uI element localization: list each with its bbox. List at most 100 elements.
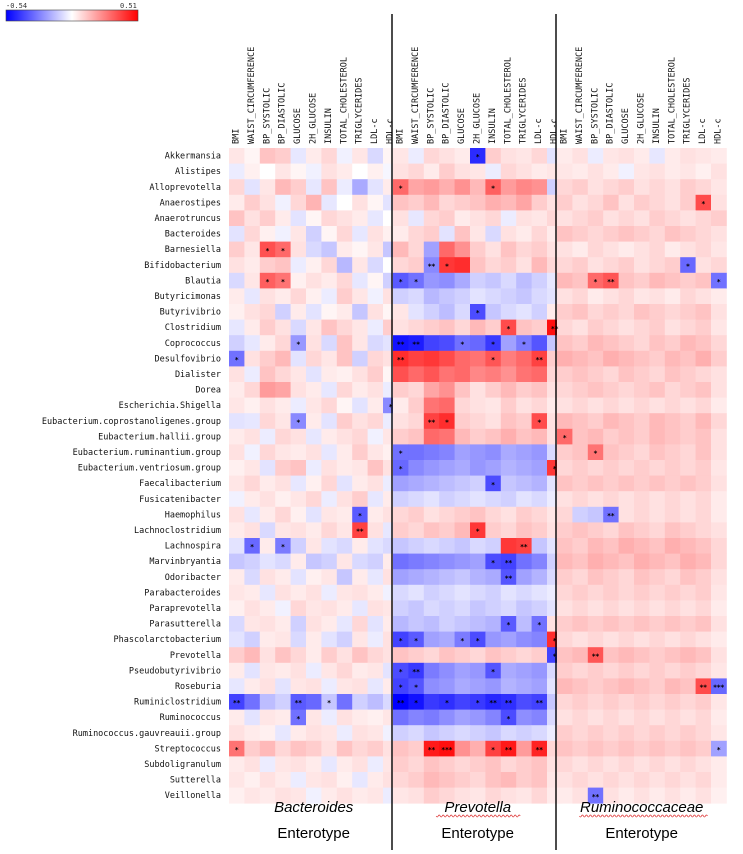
column-label-waist-circumference: WAIST_CIRCUMFERENCE — [575, 47, 585, 144]
heatmap-cell — [603, 772, 619, 788]
heatmap-cell — [500, 709, 517, 726]
heatmap-cell — [306, 787, 322, 804]
heatmap-cell — [664, 616, 681, 632]
heatmap-cell — [695, 460, 712, 476]
heatmap-cell — [680, 460, 696, 476]
heatmap-cell — [664, 756, 681, 773]
heatmap-cell — [336, 304, 353, 320]
heatmap-cell — [695, 772, 712, 788]
heatmap-cell — [557, 553, 573, 570]
heatmap-cell — [423, 350, 440, 367]
heatmap-cell — [680, 397, 696, 414]
heatmap-cell — [557, 662, 573, 679]
heatmap-cell — [531, 257, 548, 274]
heatmap-cell — [352, 288, 368, 305]
heatmap-cell — [500, 179, 517, 196]
heatmap-cell — [695, 350, 712, 367]
heatmap-cell — [572, 787, 589, 804]
heatmap-cell — [649, 522, 666, 539]
heatmap-cell — [259, 257, 276, 274]
heatmap-cell — [516, 304, 532, 320]
heatmap-cell — [664, 350, 681, 367]
heatmap-cell — [711, 647, 727, 664]
heatmap-cell — [229, 226, 245, 242]
heatmap-cell — [603, 740, 619, 757]
heatmap-cell — [557, 616, 573, 632]
heatmap-cell — [695, 647, 712, 664]
heatmap-cell — [259, 366, 276, 383]
heatmap-cell — [711, 444, 727, 461]
heatmap-cell — [259, 397, 276, 414]
column-label-insulin: INSULIN — [488, 108, 498, 144]
heatmap-cell — [321, 569, 338, 586]
row-label-alloprevotella: Alloprevotella — [149, 183, 221, 193]
heatmap-cell — [470, 553, 486, 570]
heatmap-cell — [649, 210, 666, 227]
heatmap-cell — [454, 428, 471, 445]
heatmap-cell — [603, 163, 619, 180]
heatmap-cell — [470, 631, 486, 648]
significance-mark: * — [281, 278, 285, 286]
heatmap-cell — [244, 678, 261, 695]
heatmap-cell — [470, 740, 486, 757]
heatmap-cell — [336, 148, 353, 164]
significance-mark: * — [507, 715, 511, 723]
heatmap-cell — [634, 148, 650, 164]
heatmap-cell — [352, 694, 368, 710]
heatmap-cell — [634, 210, 650, 227]
scale-max-label: 0.51 — [120, 2, 137, 10]
heatmap-cell — [321, 179, 338, 196]
heatmap-cell — [367, 631, 384, 648]
significance-mark: * — [717, 278, 721, 286]
heatmap-cell — [557, 319, 573, 336]
heatmap-cell — [695, 662, 712, 679]
heatmap-cell — [423, 366, 440, 383]
significance-mark: * — [491, 746, 495, 754]
heatmap-cell — [352, 631, 368, 648]
heatmap-cell — [336, 241, 353, 258]
heatmap-cell — [531, 335, 548, 352]
heatmap-cell — [572, 584, 589, 601]
column-label-bmi: BMI — [396, 129, 406, 144]
heatmap-cell — [516, 725, 532, 742]
heatmap-cell — [485, 272, 502, 289]
heatmap-cell — [423, 288, 440, 305]
heatmap-cell — [557, 272, 573, 289]
heatmap-cell — [275, 600, 291, 617]
significance-mark: * — [445, 418, 449, 426]
heatmap-cell — [500, 272, 517, 289]
heatmap-cell — [695, 506, 712, 523]
heatmap-cell — [680, 335, 696, 352]
heatmap-cell — [244, 522, 261, 539]
heatmap-cell — [649, 272, 666, 289]
heatmap-cell — [229, 397, 245, 414]
column-label-bmi: BMI — [560, 129, 570, 144]
heatmap-cell — [393, 460, 409, 476]
heatmap-cell — [306, 319, 322, 336]
column-label-bp-systolic: BP_SYSTOLIC — [262, 88, 272, 144]
heatmap-cell — [423, 257, 440, 274]
heatmap-cell — [572, 631, 589, 648]
row-label-escherichia-shigella: Escherichia.Shigella — [119, 401, 221, 411]
heatmap-cell — [259, 569, 276, 586]
heatmap-cell — [229, 319, 245, 336]
significance-mark: * — [399, 450, 403, 458]
heatmap-cell — [664, 366, 681, 383]
heatmap-cell — [649, 600, 666, 617]
heatmap-cell — [352, 662, 368, 679]
heatmap-cell — [321, 319, 338, 336]
heatmap-cell — [393, 288, 409, 305]
heatmap-cell — [336, 163, 353, 180]
heatmap-cell — [680, 506, 696, 523]
heatmap-cell — [229, 787, 245, 804]
heatmap-cell — [367, 288, 384, 305]
heatmap-cell — [367, 272, 384, 289]
heatmap-cell — [393, 756, 409, 773]
heatmap-cell — [516, 631, 532, 648]
heatmap-cell — [439, 148, 455, 164]
heatmap-cell — [290, 600, 307, 617]
heatmap-cell — [516, 600, 532, 617]
significance-mark: ** — [428, 746, 436, 754]
heatmap-cell — [408, 304, 425, 320]
heatmap-cell — [290, 382, 307, 398]
